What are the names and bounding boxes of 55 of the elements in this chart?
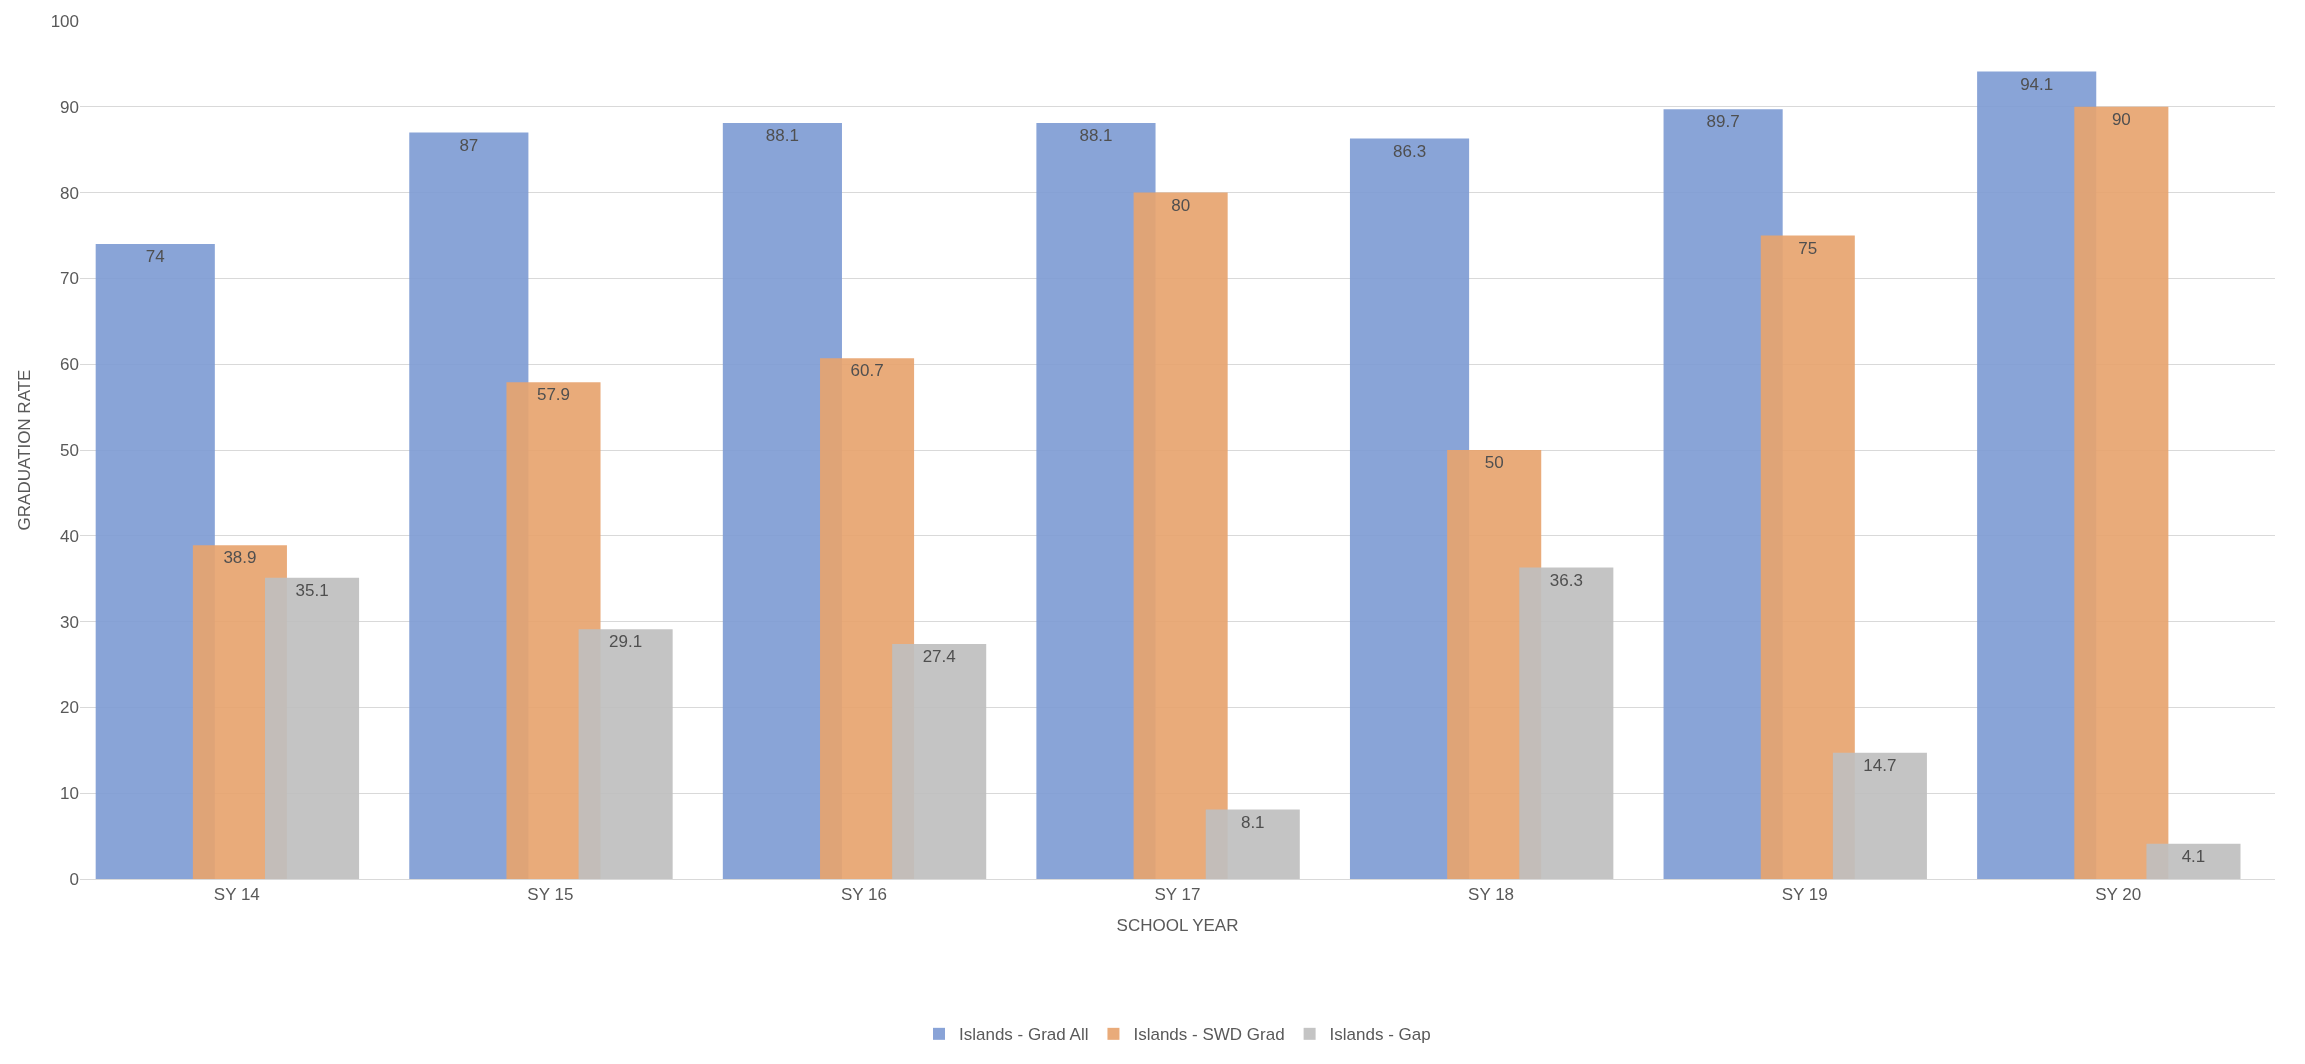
y-tick-label: 0 — [69, 869, 79, 889]
y-tick-label: 50 — [60, 440, 79, 460]
data-label: 86.3 — [1392, 141, 1427, 161]
bar — [95, 244, 215, 879]
bar — [265, 577, 360, 879]
x-tick-label: SY 19 — [1781, 885, 1828, 905]
y-axis-title: GRADUATION RATE — [15, 369, 35, 531]
x-tick-label: SY 15 — [527, 885, 574, 905]
y-tick-label: 100 — [50, 11, 79, 31]
y-tick-label: 40 — [60, 526, 79, 546]
x-tick-label: SY 14 — [213, 885, 260, 905]
x-tick-label: SY 18 — [1468, 885, 1515, 905]
bar — [1760, 235, 1855, 879]
bar — [1133, 192, 1228, 879]
y-tick-label: 30 — [60, 612, 79, 632]
y-tick-label: 70 — [60, 269, 79, 289]
data-label: 87 — [459, 135, 479, 155]
bar — [892, 643, 987, 879]
data-label: 88.1 — [765, 126, 799, 146]
x-axis-title: SCHOOL YEAR — [1116, 915, 1239, 935]
data-label: 57.9 — [536, 385, 571, 405]
data-label: 50 — [1484, 453, 1504, 472]
data-label: 14.7 — [1863, 755, 1897, 775]
bar — [2074, 106, 2169, 879]
data-label: 94.1 — [2020, 74, 2054, 94]
bar — [1519, 567, 1614, 879]
data-label: 4.1 — [2181, 846, 2206, 866]
data-label: 35.1 — [295, 580, 329, 600]
bar — [1205, 809, 1300, 879]
data-label: 88.1 — [1079, 126, 1113, 146]
y-tick-label: 10 — [60, 784, 79, 804]
y-tick-label: 60 — [60, 355, 79, 375]
legend-label: Islands - Grad All — [959, 1025, 1089, 1045]
bar — [578, 629, 673, 879]
x-tick-label: SY 20 — [2095, 885, 2142, 905]
legend-label: Islands - SWD Grad — [1133, 1025, 1285, 1045]
bar — [2146, 843, 2241, 879]
data-label: 89.7 — [1706, 112, 1740, 132]
data-label: 80 — [1171, 195, 1191, 215]
data-label: 8.1 — [1240, 812, 1265, 832]
x-tick-label: SY 16 — [840, 885, 887, 905]
data-label: 29.1 — [609, 632, 643, 652]
bar — [1832, 752, 1927, 879]
x-tick-label: SY 17 — [1154, 885, 1201, 905]
data-label: 60.7 — [850, 361, 884, 381]
y-tick-label: 20 — [60, 698, 79, 718]
data-label: 38.9 — [223, 548, 257, 568]
y-tick-label: 90 — [60, 97, 79, 117]
data-label: 75 — [1798, 238, 1818, 258]
legend-label: Islands - Gap — [1329, 1025, 1431, 1045]
data-label: 74 — [145, 247, 165, 267]
data-label: 36.3 — [1549, 570, 1583, 590]
y-tick-label: 80 — [60, 183, 79, 203]
data-label: 27.4 — [922, 646, 956, 666]
data-label: 90 — [2111, 109, 2131, 129]
